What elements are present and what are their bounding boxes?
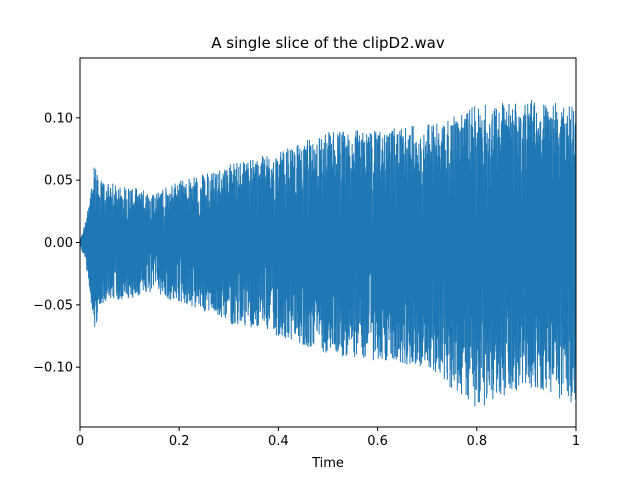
y-tick-label: −0.05 xyxy=(33,298,73,313)
y-tick-label: 0.05 xyxy=(44,174,73,189)
plot-area xyxy=(79,99,577,407)
waveform-line xyxy=(79,99,577,407)
y-tick-label: 0.10 xyxy=(44,111,73,126)
chart-title: A single slice of the clipD2.wav xyxy=(211,34,445,52)
x-axis: 0 0.2 0.4 0.6 0.8 1 xyxy=(76,427,580,449)
y-axis: 0.10 0.05 0.00 −0.05 −0.10 xyxy=(33,111,80,376)
x-tick-label: 0.6 xyxy=(367,434,388,449)
x-tick-label: 0.2 xyxy=(169,434,190,449)
x-axis-title: Time xyxy=(311,456,344,471)
x-tick-label: 0.4 xyxy=(268,434,289,449)
x-tick-label: 1 xyxy=(572,434,580,449)
y-tick-label: −0.10 xyxy=(33,361,73,376)
x-tick-label: 0 xyxy=(76,434,84,449)
x-tick-label: 0.8 xyxy=(466,434,487,449)
y-tick-label: 0.00 xyxy=(44,236,73,251)
